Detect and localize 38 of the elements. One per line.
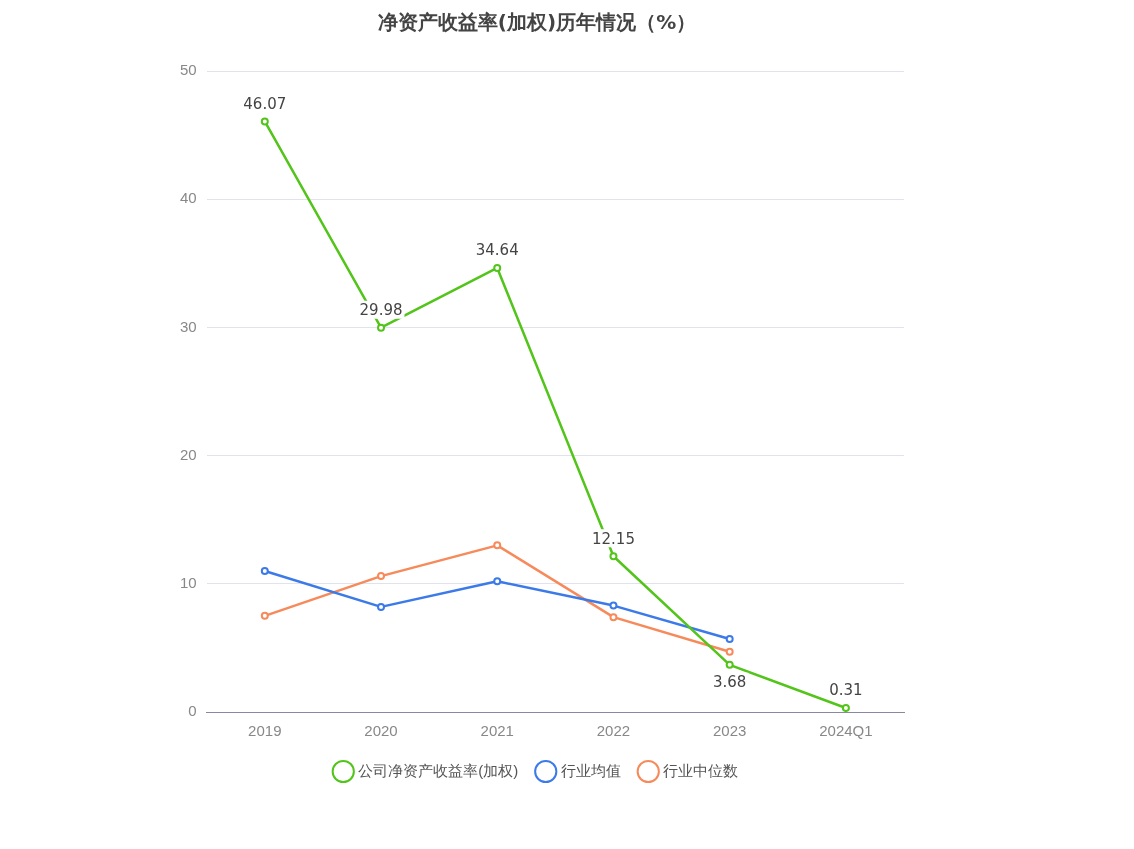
y-tick-label: 30 (180, 317, 197, 335)
point (725, 647, 734, 656)
data-label: 3.68 (712, 673, 747, 692)
point (725, 634, 734, 643)
data-label: 46.07 (243, 94, 287, 113)
chart-title: 净资产收益率(加权)历年情况（%） (377, 10, 697, 35)
x-tick-label: 2022 (596, 722, 631, 740)
x-tick-label: 2020 (364, 722, 398, 740)
point (725, 660, 734, 669)
y-tick-label: 0 (188, 702, 197, 720)
point (260, 611, 269, 620)
point (377, 572, 386, 581)
legend-label: 行业中位数 (663, 761, 739, 779)
y-tick-label: 10 (180, 573, 197, 591)
legend-label: 公司净资产收益率(加权) (358, 761, 519, 779)
y-tick-label: 20 (180, 445, 197, 463)
point (493, 263, 502, 272)
point (260, 117, 269, 126)
data-label: 0.31 (829, 681, 863, 700)
data-label: 34.64 (475, 241, 519, 260)
legend-label: 行业均值 (560, 761, 621, 779)
point (377, 602, 386, 611)
point (609, 552, 618, 561)
point (260, 566, 269, 575)
point (377, 323, 386, 332)
point (493, 541, 502, 550)
point (841, 704, 850, 712)
x-tick-label: 2021 (480, 722, 514, 740)
x-tick-label: 2023 (712, 722, 747, 740)
y-tick-label: 40 (180, 189, 197, 207)
point (493, 577, 502, 586)
point (609, 613, 618, 622)
y-tick-label: 50 (180, 61, 197, 79)
data-label: 12.15 (591, 529, 635, 548)
point (609, 601, 618, 610)
data-label: 29.98 (359, 301, 403, 320)
x-tick-label: 2024Q1 (819, 722, 873, 740)
x-tick-label: 2019 (248, 722, 282, 740)
